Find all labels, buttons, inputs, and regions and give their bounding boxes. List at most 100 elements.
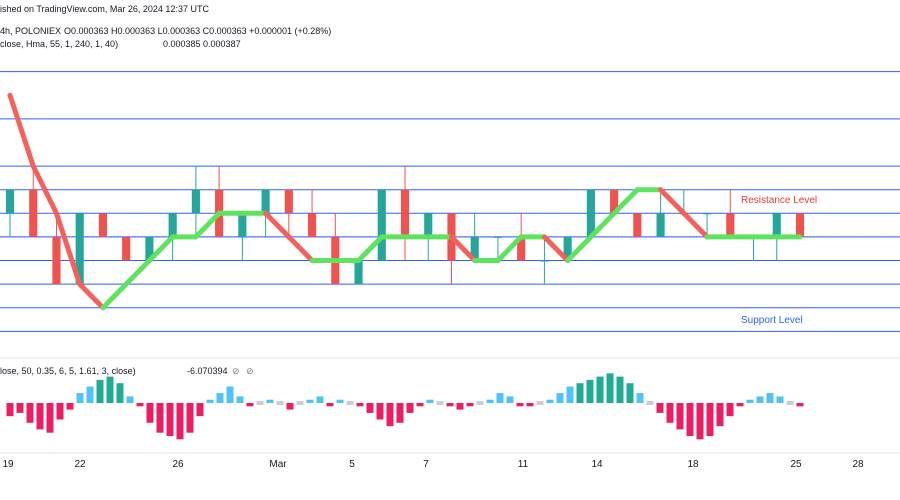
candle-body — [702, 213, 712, 215]
hma-segment — [77, 281, 106, 311]
osc-bar — [366, 403, 374, 413]
candle-body — [354, 260, 363, 285]
osc-bar — [276, 401, 284, 405]
hma-segment — [658, 187, 687, 216]
osc-bar — [426, 399, 434, 403]
candle-body — [191, 189, 200, 214]
candle-body — [122, 236, 131, 261]
hma-indicator-values: 0.000385 0.000387 — [163, 39, 241, 49]
candle-body — [424, 213, 433, 237]
publish-info: ished on TradingView.com, Mar 26, 2024 1… — [0, 4, 209, 14]
candlesticks — [5, 166, 805, 285]
hma-segment — [193, 210, 222, 240]
osc-bar — [266, 399, 274, 403]
osc-bar — [656, 403, 664, 413]
candle-body — [540, 260, 549, 262]
osc-bar — [316, 396, 324, 403]
hma-segment — [448, 234, 478, 264]
osc-bar — [156, 403, 164, 433]
candle-body — [517, 236, 526, 261]
osc-bar — [586, 379, 594, 403]
x-tick-label: 18 — [687, 459, 699, 470]
hma-segment — [565, 234, 594, 264]
osc-bar — [116, 383, 124, 403]
osc-bar — [106, 376, 114, 403]
x-tick-label: 25 — [790, 459, 802, 470]
osc-bar — [66, 403, 74, 410]
candle-body — [610, 189, 619, 214]
osc-bar — [96, 379, 104, 403]
osc-bar — [386, 403, 394, 427]
eye-off-icon[interactable]: ⊘ — [232, 366, 240, 376]
osc-bar — [246, 403, 254, 407]
osc-bar — [526, 403, 534, 407]
x-tick-label: 5 — [349, 459, 355, 470]
hma-segment — [53, 210, 83, 287]
osc-bar — [256, 401, 264, 405]
x-tick-label: 19 — [2, 459, 14, 470]
osc-bar — [786, 401, 794, 405]
osc-bar — [796, 403, 804, 407]
support-annotation: Support Level — [741, 315, 803, 326]
osc-bar — [486, 399, 494, 403]
ohlc-readout: O0.000363 H0.000363 L0.000363 C0.000363 … — [64, 26, 331, 36]
oscillator-label: lose, 50, 0.35, 6, 5, 1.61, 3, close) — [0, 366, 136, 376]
candle-body — [261, 189, 270, 214]
hma-segment — [681, 210, 710, 240]
osc-bar — [636, 393, 644, 403]
candle-body — [284, 189, 293, 214]
osc-bar — [236, 396, 244, 403]
osc-bar — [376, 403, 384, 420]
symbol-label: 4h, POLONIEX — [0, 26, 61, 36]
candle-body — [493, 236, 503, 238]
candle-body — [586, 189, 595, 237]
osc-bar — [706, 403, 714, 436]
osc-bar — [346, 401, 354, 405]
candle-body — [29, 189, 38, 237]
osc-bar — [46, 403, 54, 433]
osc-bar — [436, 401, 444, 405]
osc-bar — [416, 403, 424, 407]
osc-bar — [396, 403, 404, 423]
hma-segment — [588, 210, 617, 240]
osc-bar — [186, 403, 194, 433]
time-axis[interactable]: 19 22 26 Mar 5 7 11 14 18 25 28 — [2, 459, 864, 470]
osc-bar — [616, 376, 624, 403]
osc-bar — [456, 403, 464, 410]
osc-bar — [176, 403, 184, 440]
candle-body — [145, 236, 154, 261]
osc-bar — [356, 403, 364, 407]
hma-segment — [263, 210, 292, 240]
hma-segment — [495, 234, 524, 264]
osc-bar — [296, 401, 304, 405]
hma-segment — [541, 234, 571, 264]
osc-bar — [556, 393, 564, 403]
osc-bar — [686, 403, 694, 436]
candle-body — [5, 189, 15, 214]
osc-bar — [776, 396, 784, 403]
eye-off-icon-2[interactable]: ⊘ — [246, 366, 254, 376]
hma-segment — [286, 234, 315, 264]
osc-bar — [506, 396, 514, 403]
x-tick-label: Mar — [269, 459, 287, 470]
osc-bar — [766, 393, 774, 403]
hma-segment — [356, 234, 385, 264]
osc-bar — [56, 403, 64, 420]
osc-bar — [536, 401, 544, 405]
osc-bar — [626, 383, 634, 403]
hma-segment — [123, 258, 152, 287]
osc-bar — [516, 403, 524, 407]
candle-body — [377, 189, 386, 261]
osc-bar — [136, 403, 144, 407]
osc-bar — [646, 401, 654, 405]
candle-body — [726, 213, 735, 237]
candle-body — [633, 213, 642, 237]
osc-bar — [126, 396, 134, 403]
osc-bar — [166, 403, 174, 436]
candle-body — [795, 213, 805, 237]
osc-bar — [16, 403, 24, 413]
x-tick-label: 26 — [172, 459, 184, 470]
oscillator-value: -6.070394 — [187, 366, 228, 376]
osc-bar — [496, 393, 504, 403]
osc-bar — [26, 403, 34, 423]
